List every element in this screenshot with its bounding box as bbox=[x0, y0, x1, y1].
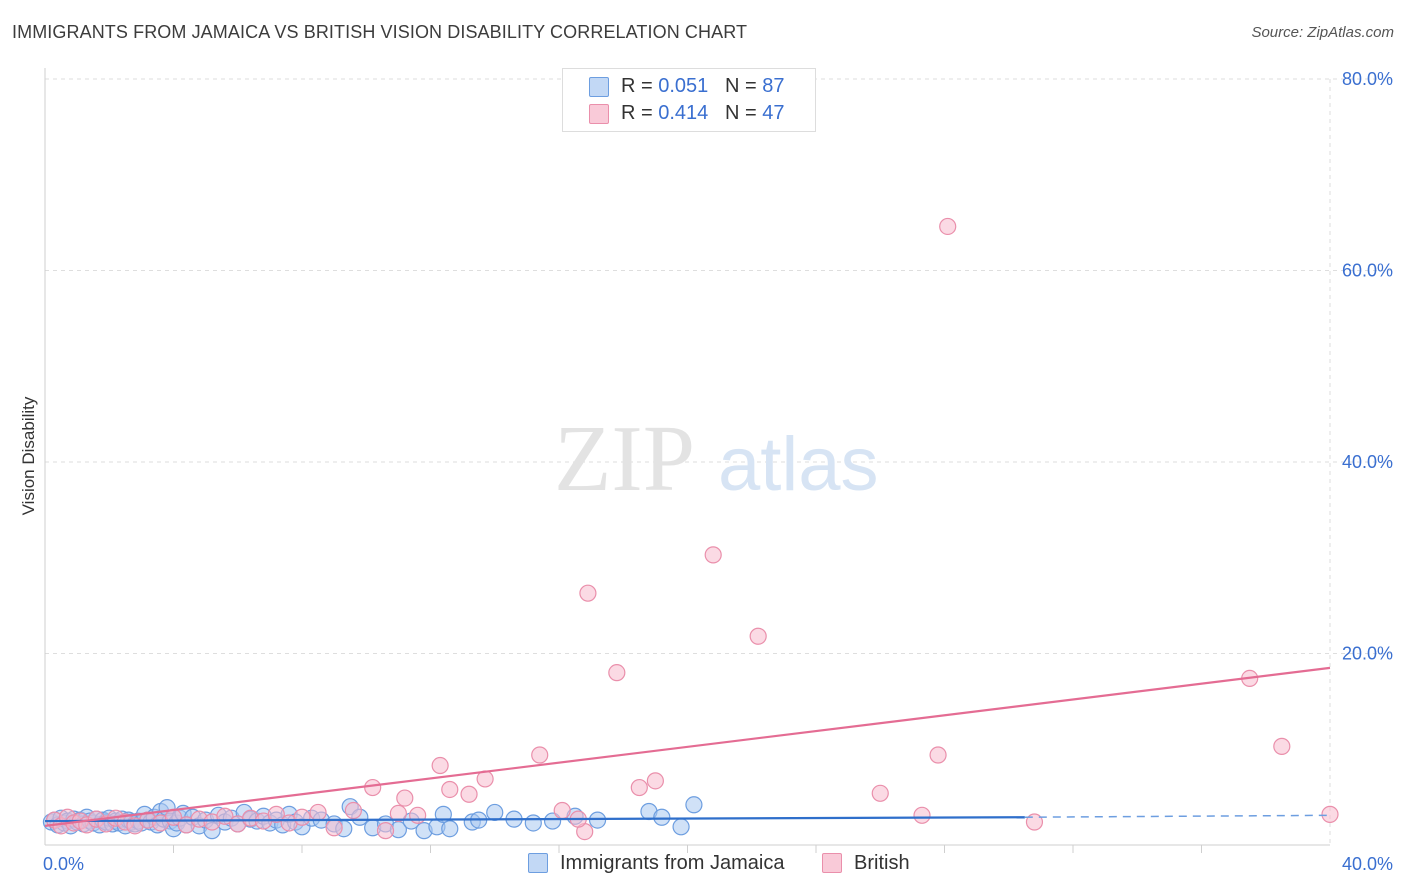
legend-text-jamaica: R = 0.051 N = 87 bbox=[621, 75, 784, 98]
watermark-atlas: atlas bbox=[718, 422, 879, 507]
legend-n-value: 47 bbox=[762, 102, 785, 124]
data-point-british bbox=[913, 806, 931, 824]
series-swatch-jamaica bbox=[528, 853, 548, 873]
y-tick-label: 20.0% bbox=[1342, 644, 1393, 664]
legend-swatch-british bbox=[589, 104, 609, 124]
legend-r-value: 0.414 bbox=[658, 102, 709, 124]
trend-line-jamaica bbox=[44, 816, 1025, 823]
data-point-british bbox=[431, 756, 449, 775]
y-tick-label: 60.0% bbox=[1342, 261, 1393, 281]
trend-lines bbox=[44, 666, 1331, 827]
data-point-british bbox=[376, 822, 395, 840]
legend-r-label: R = bbox=[621, 102, 659, 124]
data-point-british bbox=[409, 806, 427, 824]
data-point-british bbox=[344, 801, 362, 820]
data-point-british bbox=[871, 784, 889, 802]
legend-n-label: N = bbox=[724, 75, 763, 97]
data-point-jamaica bbox=[524, 814, 542, 832]
data-point-british bbox=[309, 803, 327, 822]
series-swatch-british bbox=[822, 853, 842, 873]
data-point-jamaica bbox=[434, 805, 452, 823]
data-point-british bbox=[608, 664, 626, 682]
legend-n-label: N = bbox=[724, 102, 763, 124]
data-point-british bbox=[441, 780, 459, 799]
legend-swatch-jamaica bbox=[589, 77, 609, 97]
data-point-british bbox=[749, 627, 767, 645]
legend-text-british: R = 0.414 N = 47 bbox=[621, 102, 784, 125]
legend-r-label: R = bbox=[621, 75, 659, 97]
data-point-british bbox=[325, 819, 343, 837]
data-point-british bbox=[460, 785, 478, 803]
series-label-british: British bbox=[854, 852, 910, 874]
y-axis-label: Vision Disability bbox=[19, 396, 38, 515]
data-point-british bbox=[579, 584, 597, 602]
data-point-british bbox=[531, 746, 549, 764]
data-point-british bbox=[396, 789, 414, 807]
x-tick-label: 40.0% bbox=[1342, 854, 1393, 874]
data-point-british bbox=[364, 778, 382, 797]
data-point-british bbox=[1273, 737, 1291, 755]
data-point-jamaica bbox=[486, 803, 504, 822]
data-point-british bbox=[553, 801, 571, 820]
data-point-british bbox=[704, 546, 722, 564]
correlation-legend: R = 0.051 N = 87 R = 0.414 N = 47 bbox=[562, 68, 816, 132]
chart-title: IMMIGRANTS FROM JAMAICA VS BRITISH VISIO… bbox=[12, 22, 748, 42]
data-point-british bbox=[646, 772, 664, 790]
data-point-jamaica bbox=[685, 796, 703, 814]
data-point-jamaica bbox=[653, 808, 671, 826]
data-point-british bbox=[929, 746, 947, 764]
trend-line-british bbox=[44, 666, 1331, 827]
data-point-british bbox=[293, 808, 311, 826]
axes bbox=[44, 68, 1330, 853]
data-point-jamaica bbox=[441, 820, 459, 838]
chart-source: Source: ZipAtlas.com bbox=[1251, 24, 1394, 41]
data-point-british bbox=[1321, 805, 1339, 823]
data-point-jamaica bbox=[588, 811, 607, 829]
watermark-zip: ZIP bbox=[554, 407, 695, 511]
legend-n-value: 87 bbox=[762, 75, 785, 97]
legend-r-value: 0.051 bbox=[658, 75, 709, 97]
data-point-british bbox=[267, 805, 285, 823]
data-point-british bbox=[630, 778, 648, 797]
data-point-british bbox=[1025, 813, 1044, 831]
series-label-jamaica: Immigrants from Jamaica bbox=[560, 852, 785, 874]
x-tick-label: 0.0% bbox=[43, 854, 84, 874]
tick-labels: 20.0% 40.0% 60.0% 80.0% 0.0% 40.0% bbox=[43, 69, 1393, 874]
grid-lines bbox=[45, 78, 1392, 845]
trend-line-jamaica-extension bbox=[1024, 814, 1331, 818]
y-tick-label: 40.0% bbox=[1342, 452, 1393, 472]
y-tick-label: 80.0% bbox=[1342, 69, 1393, 89]
data-point-british bbox=[389, 804, 407, 823]
data-point-jamaica bbox=[543, 812, 562, 830]
data-point-british bbox=[939, 217, 957, 236]
data-point-jamaica bbox=[672, 818, 690, 836]
